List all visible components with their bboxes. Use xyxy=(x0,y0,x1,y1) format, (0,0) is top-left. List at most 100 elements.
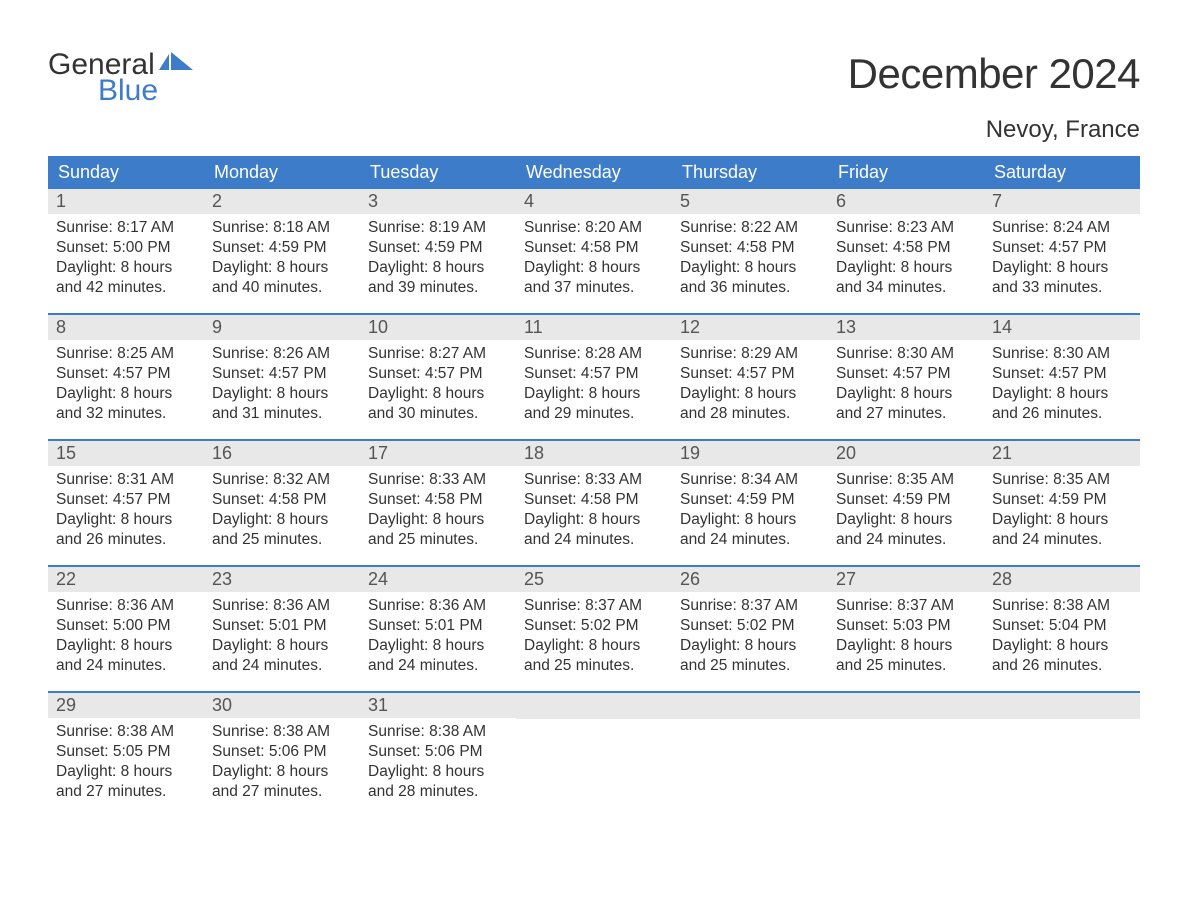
sunrise-line: Sunrise: 8:35 AM xyxy=(836,470,976,490)
day-number: 17 xyxy=(360,441,516,466)
day-number: 30 xyxy=(204,693,360,718)
daylight-line-1: Daylight: 8 hours xyxy=(680,636,820,656)
daylight-line-2: and 24 minutes. xyxy=(992,530,1132,550)
calendar-week: 22Sunrise: 8:36 AMSunset: 5:00 PMDayligh… xyxy=(48,565,1140,691)
weekday-header: Thursday xyxy=(672,156,828,189)
sunrise-line: Sunrise: 8:25 AM xyxy=(56,344,196,364)
sunset-line: Sunset: 4:58 PM xyxy=(368,490,508,510)
day-details: Sunrise: 8:32 AMSunset: 4:58 PMDaylight:… xyxy=(204,466,360,559)
daylight-line-2: and 28 minutes. xyxy=(368,782,508,802)
calendar-day: 23Sunrise: 8:36 AMSunset: 5:01 PMDayligh… xyxy=(204,567,360,691)
daylight-line-1: Daylight: 8 hours xyxy=(368,510,508,530)
sunrise-line: Sunrise: 8:32 AM xyxy=(212,470,352,490)
daylight-line-2: and 37 minutes. xyxy=(524,278,664,298)
sunset-line: Sunset: 4:57 PM xyxy=(680,364,820,384)
sunrise-line: Sunrise: 8:33 AM xyxy=(524,470,664,490)
sunrise-line: Sunrise: 8:28 AM xyxy=(524,344,664,364)
calendar-day: 20Sunrise: 8:35 AMSunset: 4:59 PMDayligh… xyxy=(828,441,984,565)
day-details: Sunrise: 8:37 AMSunset: 5:02 PMDaylight:… xyxy=(672,592,828,685)
calendar-day: 30Sunrise: 8:38 AMSunset: 5:06 PMDayligh… xyxy=(204,693,360,817)
daylight-line-2: and 26 minutes. xyxy=(56,530,196,550)
daylight-line-2: and 26 minutes. xyxy=(992,656,1132,676)
daylight-line-2: and 32 minutes. xyxy=(56,404,196,424)
day-number: 18 xyxy=(516,441,672,466)
calendar-day: 10Sunrise: 8:27 AMSunset: 4:57 PMDayligh… xyxy=(360,315,516,439)
sunrise-line: Sunrise: 8:37 AM xyxy=(524,596,664,616)
day-details: Sunrise: 8:33 AMSunset: 4:58 PMDaylight:… xyxy=(516,466,672,559)
daylight-line-1: Daylight: 8 hours xyxy=(212,510,352,530)
sunrise-line: Sunrise: 8:20 AM xyxy=(524,218,664,238)
day-number: 12 xyxy=(672,315,828,340)
day-details: Sunrise: 8:31 AMSunset: 4:57 PMDaylight:… xyxy=(48,466,204,559)
day-details: Sunrise: 8:35 AMSunset: 4:59 PMDaylight:… xyxy=(828,466,984,559)
daylight-line-2: and 24 minutes. xyxy=(212,656,352,676)
sunset-line: Sunset: 4:57 PM xyxy=(56,490,196,510)
sunset-line: Sunset: 4:59 PM xyxy=(992,490,1132,510)
sunrise-line: Sunrise: 8:36 AM xyxy=(56,596,196,616)
day-details: Sunrise: 8:29 AMSunset: 4:57 PMDaylight:… xyxy=(672,340,828,433)
weekday-header: Monday xyxy=(204,156,360,189)
daylight-line-1: Daylight: 8 hours xyxy=(56,762,196,782)
sunrise-line: Sunrise: 8:31 AM xyxy=(56,470,196,490)
calendar-day: 28Sunrise: 8:38 AMSunset: 5:04 PMDayligh… xyxy=(984,567,1140,691)
daylight-line-1: Daylight: 8 hours xyxy=(212,636,352,656)
sunset-line: Sunset: 5:01 PM xyxy=(212,616,352,636)
daylight-line-1: Daylight: 8 hours xyxy=(992,258,1132,278)
weekday-header: Tuesday xyxy=(360,156,516,189)
day-details: Sunrise: 8:18 AMSunset: 4:59 PMDaylight:… xyxy=(204,214,360,307)
calendar-day: 31 Sunrise: 8:38 AMSunset: 5:06 PMDayligh… xyxy=(360,693,516,817)
daylight-line-1: Daylight: 8 hours xyxy=(212,762,352,782)
daylight-line-1: Daylight: 8 hours xyxy=(680,384,820,404)
sunset-line: Sunset: 4:57 PM xyxy=(368,364,508,384)
sunset-line: Sunset: 5:06 PM xyxy=(368,742,508,762)
calendar-day: 29Sunrise: 8:38 AMSunset: 5:05 PMDayligh… xyxy=(48,693,204,817)
daylight-line-1: Daylight: 8 hours xyxy=(56,510,196,530)
daylight-line-1: Daylight: 8 hours xyxy=(368,636,508,656)
sunset-line: Sunset: 4:58 PM xyxy=(212,490,352,510)
logo: General Blue xyxy=(48,50,193,106)
sunset-line: Sunset: 4:59 PM xyxy=(680,490,820,510)
calendar-day: 22Sunrise: 8:36 AMSunset: 5:00 PMDayligh… xyxy=(48,567,204,691)
sunset-line: Sunset: 5:04 PM xyxy=(992,616,1132,636)
location: Nevoy, France xyxy=(848,116,1140,144)
daylight-line-1: Daylight: 8 hours xyxy=(836,636,976,656)
day-number: 31 xyxy=(360,693,516,718)
sunrise-line: Sunrise: 8:34 AM xyxy=(680,470,820,490)
weekday-header: Friday xyxy=(828,156,984,189)
day-number: 11 xyxy=(516,315,672,340)
daylight-line-2: and 40 minutes. xyxy=(212,278,352,298)
sunrise-line: Sunrise: 8:38 AM xyxy=(212,722,352,742)
daylight-line-1: Daylight: 8 hours xyxy=(524,510,664,530)
calendar-day: 6Sunrise: 8:23 AMSunset: 4:58 PMDaylight… xyxy=(828,189,984,313)
day-details: Sunrise: 8:34 AMSunset: 4:59 PMDaylight:… xyxy=(672,466,828,559)
sunset-line: Sunset: 4:57 PM xyxy=(212,364,352,384)
calendar-day: 18Sunrise: 8:33 AMSunset: 4:58 PMDayligh… xyxy=(516,441,672,565)
daylight-line-2: and 27 minutes. xyxy=(212,782,352,802)
calendar-day: 26Sunrise: 8:37 AMSunset: 5:02 PMDayligh… xyxy=(672,567,828,691)
sunset-line: Sunset: 4:57 PM xyxy=(992,238,1132,258)
daylight-line-1: Daylight: 8 hours xyxy=(368,762,508,782)
sunrise-line: Sunrise: 8:33 AM xyxy=(368,470,508,490)
day-number: 3 xyxy=(360,189,516,214)
day-number xyxy=(672,693,828,719)
sunrise-line: Sunrise: 8:38 AM xyxy=(368,722,508,742)
calendar-day: 2Sunrise: 8:18 AMSunset: 4:59 PMDaylight… xyxy=(204,189,360,313)
daylight-line-1: Daylight: 8 hours xyxy=(992,636,1132,656)
calendar-day: 8Sunrise: 8:25 AMSunset: 4:57 PMDaylight… xyxy=(48,315,204,439)
day-details: Sunrise: 8:38 AMSunset: 5:04 PMDaylight:… xyxy=(984,592,1140,685)
day-number: 27 xyxy=(828,567,984,592)
day-number xyxy=(984,693,1140,719)
day-details: Sunrise: 8:27 AMSunset: 4:57 PMDaylight:… xyxy=(360,340,516,433)
sunset-line: Sunset: 5:00 PM xyxy=(56,238,196,258)
sunset-line: Sunset: 4:57 PM xyxy=(836,364,976,384)
sunrise-line: Sunrise: 8:29 AM xyxy=(680,344,820,364)
sunrise-line: Sunrise: 8:37 AM xyxy=(680,596,820,616)
day-number: 22 xyxy=(48,567,204,592)
day-number: 25 xyxy=(516,567,672,592)
daylight-line-1: Daylight: 8 hours xyxy=(212,258,352,278)
daylight-line-2: and 29 minutes. xyxy=(524,404,664,424)
day-number: 19 xyxy=(672,441,828,466)
sunrise-line: Sunrise: 8:19 AM xyxy=(368,218,508,238)
day-number: 1 xyxy=(48,189,204,214)
title-block: December 2024 Nevoy, France xyxy=(848,50,1140,144)
